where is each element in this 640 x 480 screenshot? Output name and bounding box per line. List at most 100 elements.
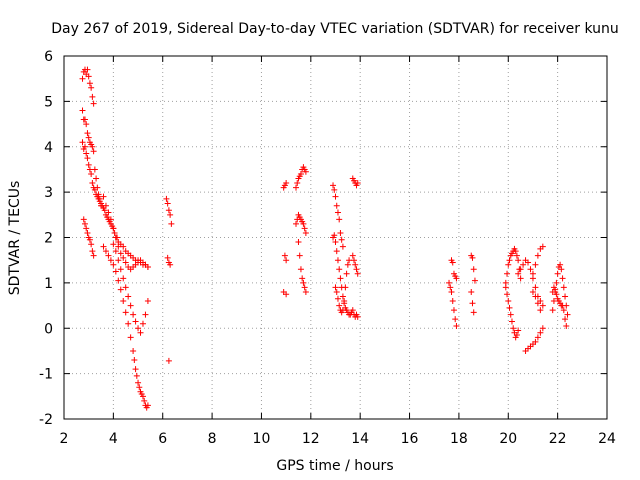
data-point [295,239,302,246]
data-point [112,248,119,255]
data-point [452,316,459,323]
data-points [79,66,571,411]
chart-title: Day 267 of 2019, Sidereal Day-to-day VTE… [51,21,619,37]
y-tick-labels: -2 -1 0 1 2 3 4 5 6 [39,49,53,428]
data-point [558,266,565,273]
data-point [122,309,129,316]
x-tick-label: 12 [302,431,320,447]
data-point [557,261,564,268]
data-point [471,277,478,284]
data-point [127,302,134,309]
data-point [450,307,457,314]
data-point [293,184,300,191]
y-tick-label: 5 [44,94,53,110]
data-point [101,207,108,214]
data-point [144,402,151,409]
data-point [165,357,172,364]
series-arc-j [349,175,361,277]
data-point [469,254,476,261]
y-tick-label: -1 [39,367,53,383]
data-point [296,252,303,259]
series-arc-n [502,245,524,286]
data-point [332,193,339,200]
series-arc-c-lower [100,243,151,411]
data-point [506,257,513,264]
data-point [130,347,137,354]
data-point [89,143,96,150]
data-point [137,329,144,336]
data-point [300,279,307,286]
data-point [333,202,340,209]
data-point [349,307,356,314]
data-point [117,266,124,273]
data-point [515,257,522,264]
series-arc-t [549,284,570,329]
data-point [552,286,559,293]
data-point [470,266,477,273]
data-point [283,180,290,187]
data-point [86,166,93,173]
data-point [537,307,544,314]
data-point [515,270,522,277]
data-point [520,261,527,268]
data-point [89,93,96,100]
data-point [449,259,456,266]
data-point [512,248,519,255]
x-tick-label: 24 [598,431,616,447]
data-point [84,130,91,137]
data-point [339,293,346,300]
data-point [532,338,539,345]
data-point [563,322,570,329]
data-point [120,298,127,305]
data-point [168,220,175,227]
data-point [131,357,138,364]
data-point [112,268,119,275]
series-arc-d [163,195,175,268]
series-arc-e [280,180,290,298]
data-point [341,298,348,305]
y-axis-title: SDTVAR / TECUs [7,181,23,296]
data-point [537,329,544,336]
data-point [144,298,151,305]
data-point [164,254,171,261]
data-point [110,241,117,248]
data-point [559,275,566,282]
data-point [549,307,556,314]
data-point [337,229,344,236]
data-point [506,304,513,311]
data-point [79,107,86,114]
data-point [334,257,341,264]
data-point [332,284,339,291]
data-point [515,327,522,334]
data-point [354,313,361,320]
data-point [449,298,456,305]
data-point [90,252,97,259]
data-point [81,116,88,123]
data-point [332,239,339,246]
data-point [336,302,343,309]
x-tick-label: 10 [253,431,271,447]
data-point [562,316,569,323]
data-point [336,266,343,273]
data-point [83,150,90,157]
series-arc-l [448,257,460,282]
data-point [504,291,511,298]
series-arc-o [502,284,522,341]
series-arc-a-high [79,66,97,107]
data-point [93,175,100,182]
data-point [334,209,341,216]
data-point [343,270,350,277]
data-point [107,216,114,223]
data-point [529,270,536,277]
data-point [84,229,91,236]
data-point [505,298,512,305]
data-point [539,302,546,309]
series-arc-b [80,216,97,259]
series-arc-g [293,211,309,295]
data-point [120,254,127,261]
data-point [339,307,346,314]
series-arc-p [515,257,546,309]
data-point [294,180,301,187]
data-point [517,275,524,282]
data-point [85,134,92,141]
